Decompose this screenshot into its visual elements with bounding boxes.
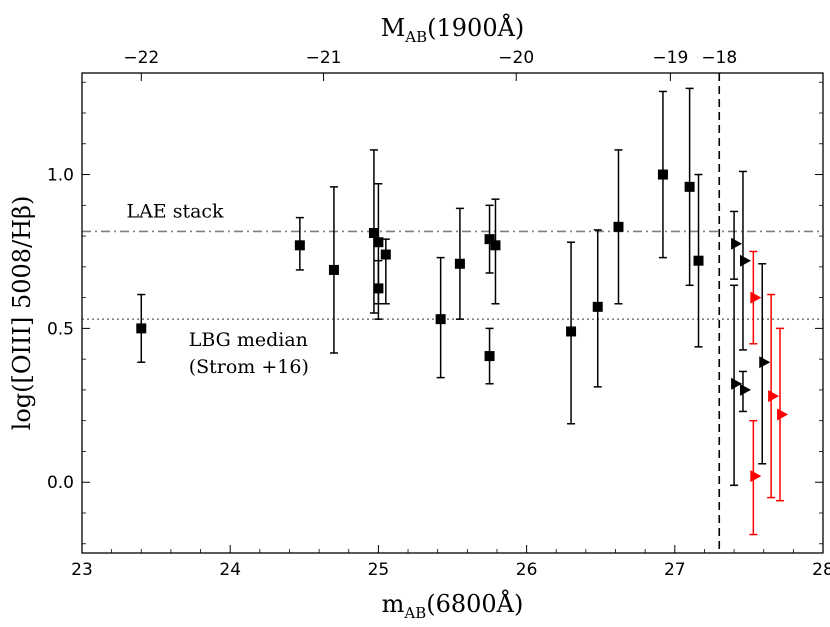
square-marker bbox=[657, 169, 668, 180]
plot-content bbox=[82, 73, 823, 553]
x-tick-label: 28 bbox=[812, 560, 830, 580]
square-marker bbox=[368, 228, 379, 238]
data-point bbox=[435, 256, 446, 379]
limit-point bbox=[730, 284, 743, 487]
data-point bbox=[294, 216, 305, 271]
triangle-marker bbox=[739, 254, 751, 267]
square-marker bbox=[684, 181, 695, 192]
square-marker bbox=[373, 283, 384, 294]
square-marker bbox=[592, 301, 603, 312]
x-tick-label: 23 bbox=[71, 560, 93, 580]
square-marker bbox=[373, 237, 384, 248]
data-points bbox=[136, 87, 789, 536]
x-axis-title: mAB(6800Å) bbox=[382, 589, 524, 622]
triangle-marker bbox=[750, 470, 762, 483]
triangle-marker bbox=[750, 291, 762, 304]
triangle-marker bbox=[759, 356, 771, 369]
data-point bbox=[657, 90, 668, 259]
data-point bbox=[684, 87, 695, 287]
limit-point bbox=[767, 293, 780, 499]
data-point bbox=[613, 149, 624, 305]
x-tick-label: 27 bbox=[664, 560, 686, 580]
y-tick-label: 0.0 bbox=[47, 473, 74, 493]
lbg-median-citation: (Strom +16) bbox=[189, 356, 309, 378]
triangle-marker bbox=[731, 377, 743, 390]
limit-point bbox=[749, 419, 762, 536]
square-marker bbox=[454, 258, 465, 269]
data-point bbox=[592, 229, 603, 388]
x-tick-label: 24 bbox=[219, 560, 241, 580]
y-tick-label: 1.0 bbox=[47, 166, 74, 186]
data-point bbox=[484, 204, 495, 274]
data-point bbox=[136, 293, 147, 363]
limit-point bbox=[749, 250, 762, 345]
data-point bbox=[490, 198, 501, 305]
data-point bbox=[693, 173, 704, 348]
square-marker bbox=[484, 351, 495, 362]
x-axis-title-main: m bbox=[382, 590, 405, 618]
lbg-median-label: LBG median bbox=[189, 329, 308, 351]
y-tick-label: 0.5 bbox=[47, 319, 74, 339]
data-point bbox=[380, 238, 391, 305]
triangle-marker bbox=[731, 237, 743, 250]
data-point bbox=[328, 186, 339, 354]
square-marker bbox=[435, 314, 446, 325]
x-axis-title-rest: (6800Å) bbox=[426, 589, 523, 618]
axis-ticks: 23 24 25 26 27 28 0.0 0.5 1.0 −22 −21 −20 −19 −18 bbox=[47, 48, 830, 580]
data-point bbox=[454, 207, 465, 320]
limit-point bbox=[730, 210, 743, 280]
square-marker bbox=[294, 240, 305, 251]
square-marker bbox=[328, 264, 339, 275]
square-marker bbox=[566, 326, 577, 337]
y-axis-title: log([OIII] 5008/Hβ) bbox=[8, 196, 36, 431]
top-axis-title-sub: AB bbox=[404, 28, 427, 46]
square-marker bbox=[490, 240, 501, 251]
top-tick-label: −19 bbox=[652, 48, 688, 68]
data-point bbox=[566, 241, 577, 425]
limit-point bbox=[738, 370, 751, 413]
top-tick-label: −18 bbox=[701, 48, 737, 68]
square-marker bbox=[484, 234, 495, 245]
top-axis-title-rest: (1900Å) bbox=[427, 13, 524, 42]
square-marker bbox=[136, 323, 147, 334]
square-marker bbox=[693, 255, 704, 266]
top-tick-label: −21 bbox=[306, 48, 342, 68]
limit-point bbox=[776, 327, 789, 502]
triangle-marker bbox=[777, 408, 789, 421]
x-axis-title-sub: AB bbox=[403, 604, 426, 622]
data-point bbox=[373, 259, 384, 320]
x-tick-label: 25 bbox=[368, 560, 390, 580]
top-axis-title: MAB(1900Å) bbox=[381, 13, 525, 46]
top-tick-label: −22 bbox=[123, 48, 159, 68]
x-tick-label: 26 bbox=[516, 560, 538, 580]
top-axis-title-main: M bbox=[381, 14, 406, 42]
square-marker bbox=[380, 249, 391, 260]
triangle-marker bbox=[768, 390, 780, 403]
lae-stack-label: LAE stack bbox=[126, 200, 224, 222]
triangle-marker bbox=[739, 383, 751, 396]
limit-point bbox=[738, 170, 751, 351]
top-tick-label: −20 bbox=[498, 48, 534, 68]
plot-frame bbox=[81, 72, 824, 554]
square-marker bbox=[613, 221, 624, 232]
limit-point bbox=[758, 263, 771, 465]
data-point bbox=[484, 327, 495, 385]
